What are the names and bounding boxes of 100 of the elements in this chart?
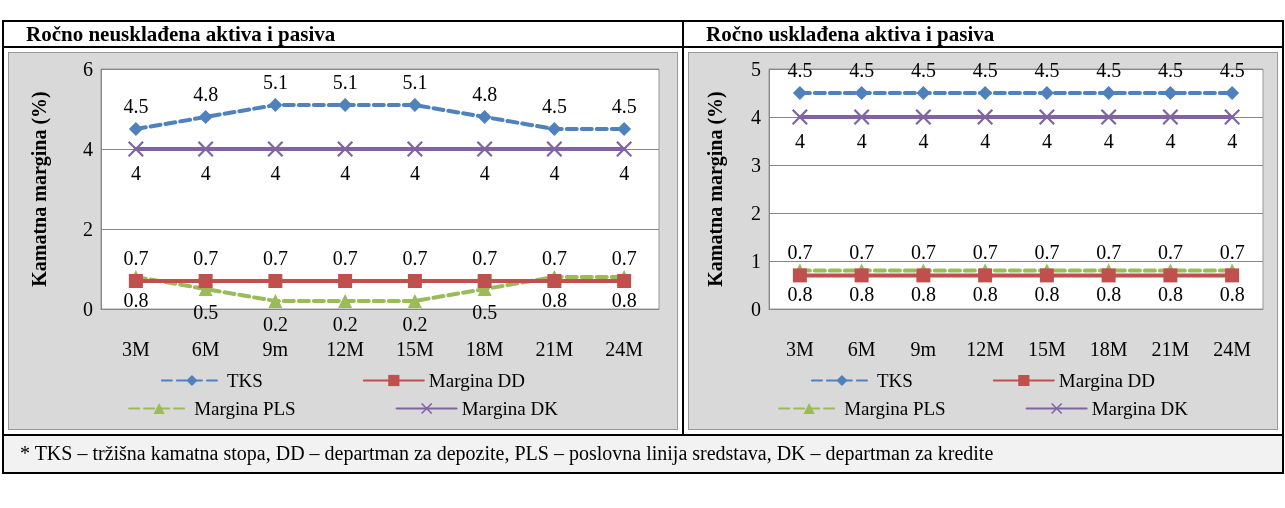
data-label: 0.7 — [262, 247, 288, 269]
x-tick-label: 3M — [785, 338, 814, 360]
data-label: 0.5 — [193, 301, 219, 323]
x-tick-label: 12M — [966, 338, 1005, 360]
data-label: 4.5 — [849, 59, 875, 81]
x-tick-label: 15M — [1027, 338, 1066, 360]
data-label: 0.7 — [787, 241, 813, 264]
data-label: 4.5 — [910, 59, 936, 81]
data-label: 4 — [270, 162, 281, 184]
x-tick-label: 18M — [465, 338, 504, 360]
data-label: 4 — [1227, 130, 1238, 152]
data-label: 0.7 — [1219, 241, 1245, 264]
data-label: 4.5 — [123, 95, 149, 117]
data-label: 4.5 — [787, 59, 813, 81]
data-label: 0.8 — [541, 289, 567, 311]
data-label: 4 — [1041, 130, 1052, 152]
data-label: 4.5 — [972, 59, 998, 81]
data-label: 0.8 — [1096, 282, 1122, 305]
data-label: 0.2 — [402, 313, 428, 335]
data-label: 4 — [1103, 130, 1114, 152]
data-label: 4 — [130, 162, 141, 184]
data-label: 4.8 — [472, 83, 498, 105]
chart-title: Ročno usklađena aktiva i pasiva — [705, 22, 996, 46]
legend-label: Margina DK — [1091, 398, 1189, 419]
data-label: 4 — [200, 162, 211, 184]
x-tick-label: 24M — [605, 338, 644, 360]
y-tick-label: 2 — [751, 202, 761, 224]
x-tick-label: 24M — [1213, 338, 1252, 360]
y-tick-label: 4 — [83, 138, 93, 160]
data-label: 0.8 — [1157, 282, 1183, 305]
data-label: 0.2 — [332, 313, 358, 335]
data-label: 0.7 — [123, 247, 149, 269]
data-label: 5.1 — [402, 71, 428, 93]
data-label: 4.8 — [193, 83, 219, 105]
data-label: 0.7 — [611, 247, 637, 269]
y-axis-title: Kamatna margina (%) — [28, 91, 51, 287]
text: * TKS – tržišna kamatna stopa, DD – departman za depozite, PLS – poslovna linija sredstava, DK – departman za kredite — [20, 441, 995, 467]
legend-label: TKS — [226, 370, 263, 391]
data-label: 0.7 — [849, 241, 875, 264]
data-label: 4 — [980, 130, 991, 152]
data-label: 0.7 — [541, 247, 567, 269]
legend-label: Margina DK — [461, 398, 559, 419]
data-label: 5.1 — [332, 71, 358, 93]
x-tick-label: 6M — [191, 338, 220, 360]
data-label: 0.7 — [1096, 241, 1122, 264]
y-axis-title: Kamatna margina (%) — [704, 91, 727, 287]
chart-title: Ročno neusklađena aktiva i pasiva — [4, 22, 684, 46]
data-label: 4 — [794, 130, 805, 152]
x-tick-label: 9m — [910, 338, 937, 360]
data-label: 0.7 — [332, 247, 358, 269]
legend-label: Margina DD — [428, 370, 526, 391]
data-label: 4.5 — [1096, 59, 1122, 81]
data-label: 0.8 — [972, 282, 998, 305]
data-label: 0.8 — [1034, 282, 1060, 305]
y-tick-label: 2 — [83, 218, 93, 240]
data-label: 0.2 — [262, 313, 288, 335]
x-tick-label: 12M — [326, 338, 365, 360]
data-label: 0.7 — [1034, 241, 1060, 264]
data-label: 0.7 — [193, 247, 219, 269]
data-label: 0.8 — [611, 289, 637, 311]
y-tick-label: 4 — [751, 106, 761, 128]
y-tick-label: 1 — [751, 250, 761, 272]
data-label: 4 — [409, 162, 420, 184]
data-label: 0.8 — [910, 282, 936, 305]
data-label: 5.1 — [262, 71, 288, 93]
data-label: 4 — [1165, 130, 1176, 152]
data-label: 0.7 — [1157, 241, 1183, 264]
y-tick-label: 0 — [751, 298, 761, 320]
data-label: 4.5 — [541, 95, 567, 117]
y-tick-label: 3 — [751, 154, 761, 176]
data-label: 0.8 — [123, 289, 149, 311]
x-tick-label: 3M — [121, 338, 150, 360]
x-tick-label: 18M — [1089, 338, 1128, 360]
x-tick-label: 21M — [535, 338, 574, 360]
data-label: 4.5 — [611, 95, 637, 117]
x-tick-label: 21M — [1151, 338, 1190, 360]
y-tick-label: 0 — [83, 298, 93, 320]
data-label: 0.5 — [472, 301, 498, 323]
data-label: 0.8 — [787, 282, 813, 305]
legend-label: Margina PLS — [844, 398, 946, 419]
x-tick-label: 6M — [847, 338, 876, 360]
legend-label: Margina DD — [1058, 370, 1156, 391]
data-label: 0.7 — [972, 241, 998, 264]
y-tick-label: 6 — [83, 58, 93, 80]
data-label: 4.5 — [1157, 59, 1183, 81]
x-tick-label: 15M — [395, 338, 434, 360]
data-label: 0.8 — [1219, 282, 1245, 305]
data-label: 0.8 — [849, 282, 875, 305]
legend-label: TKS — [876, 370, 913, 391]
data-label: 4 — [619, 162, 630, 184]
data-label: 4 — [918, 130, 929, 152]
legend-label: Margina PLS — [194, 398, 296, 419]
data-label: 4 — [549, 162, 560, 184]
x-tick-label: 9m — [262, 338, 289, 360]
data-label: 4.5 — [1219, 59, 1245, 81]
data-label: 4 — [479, 162, 490, 184]
data-label: 4 — [856, 130, 867, 152]
data-label: 0.7 — [402, 247, 428, 269]
data-label: 0.7 — [472, 247, 498, 269]
data-label: 4.5 — [1034, 59, 1060, 81]
